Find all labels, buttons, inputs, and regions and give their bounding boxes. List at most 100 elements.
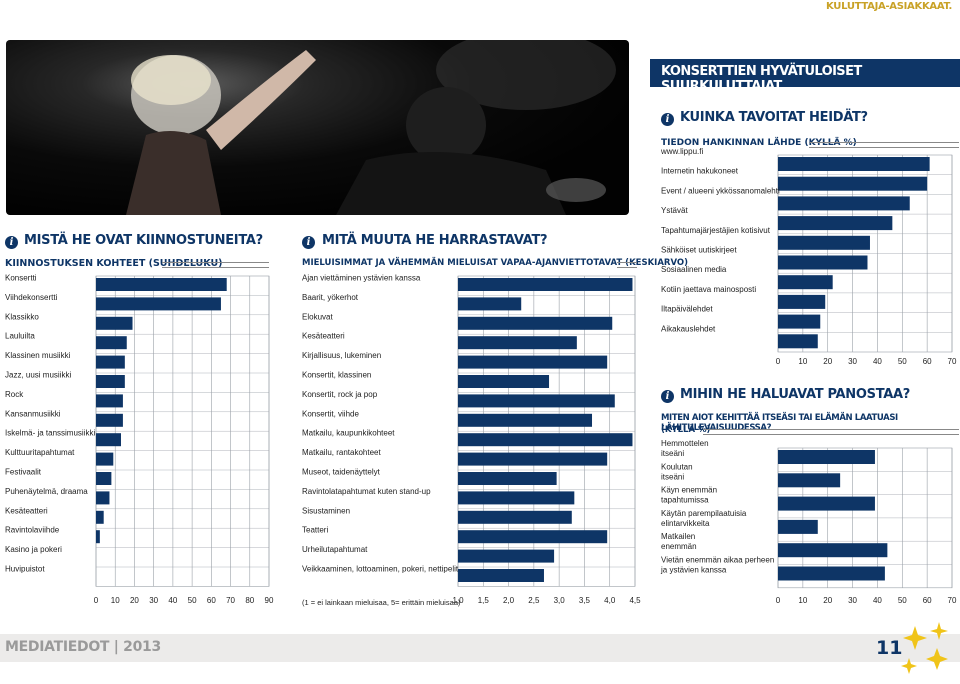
category-label: Sähköiset uutiskirjeet — [661, 246, 737, 255]
category-label: Konsertit, rock ja pop — [302, 390, 378, 399]
hobbies-rule — [617, 262, 637, 268]
tick-label: 20 — [823, 596, 832, 605]
footer-band — [0, 634, 960, 662]
category-label: tapahtumissa — [661, 496, 709, 505]
category-label: Internetin hakukoneet — [661, 167, 739, 176]
footer-brand: MEDIATIEDOT | 2013 — [5, 639, 161, 655]
category-label: Kulttuuritapahtumat — [5, 448, 75, 457]
bar — [96, 530, 100, 544]
category-label: Kesäteatteri — [5, 506, 48, 515]
category-label: Ajan viettäminen ystävien kanssa — [302, 274, 421, 283]
category-label: elintarvikkeita — [661, 519, 710, 528]
category-label: Kirjallisuus, lukeminen — [302, 351, 381, 360]
tick-label: 4,0 — [604, 596, 616, 605]
bar — [96, 375, 125, 388]
bar — [458, 433, 633, 447]
category-label: Rock — [5, 390, 24, 399]
main-title: KONSERTTIEN HYVÄTULOISET SUURKULUTTAJAT — [661, 64, 862, 94]
tick-label: 3,5 — [579, 596, 591, 605]
tick-label: 0 — [776, 596, 781, 605]
category-label: Käyn enemmän — [661, 486, 717, 495]
bar — [778, 334, 818, 349]
category-label: Ystävät — [661, 206, 688, 215]
interests-heading: MISTÄ HE OVAT KIINNOSTUNEITA? — [24, 233, 263, 248]
category-label: Elokuvat — [302, 312, 333, 321]
bar — [96, 297, 221, 311]
category-label: Veikkaaminen, lottoaminen, pokeri, netti… — [302, 565, 459, 574]
bar — [458, 316, 613, 330]
bar — [96, 278, 227, 291]
tick-label: 0 — [776, 357, 781, 366]
bar — [778, 294, 826, 309]
bar — [96, 491, 110, 505]
tick-label: 20 — [823, 357, 832, 366]
bar — [458, 472, 557, 485]
category-label: Festivaalit — [5, 468, 42, 477]
category-label: Kotiin jaettava mainosposti — [661, 285, 756, 294]
bar — [458, 278, 633, 291]
bar — [96, 472, 112, 485]
category-label: Klassinen musiikki — [5, 351, 71, 360]
tick-label: 30 — [848, 596, 857, 605]
interests-rule — [162, 262, 269, 268]
tick-label: 60 — [923, 596, 932, 605]
bar — [458, 491, 575, 505]
category-label: Urheilutapahtumat — [302, 545, 368, 554]
tick-label: 60 — [207, 596, 216, 605]
category-label: Jazz, uusi musiikki — [5, 371, 71, 380]
interests-subheading: KIINNOSTUKSEN KOHTEET (SUHDELUKU) — [5, 258, 223, 269]
bar — [778, 196, 910, 211]
tick-label: 90 — [265, 596, 274, 605]
bar — [778, 157, 930, 171]
category-label: Kasino ja pokeri — [5, 545, 62, 554]
category-label: Aikakauslehdet — [661, 324, 716, 333]
bar — [458, 569, 544, 582]
category-label: Puhenäytelmä, draama — [5, 487, 88, 496]
category-label: Museot, taidenäyttelyt — [302, 468, 381, 477]
category-label: Huvipuistot — [5, 565, 45, 574]
bar — [778, 275, 833, 290]
bar — [458, 510, 572, 524]
tick-label: 0 — [94, 596, 99, 605]
category-label: Viihdekonsertti — [5, 293, 58, 302]
category-label: www.lippu.fi — [660, 147, 703, 156]
tick-label: 30 — [149, 596, 158, 605]
main-title-bar — [650, 59, 960, 87]
bar — [458, 375, 550, 388]
category-label: Vietän enemmän aikaa perheen — [661, 556, 774, 565]
tick-label: 1,5 — [478, 596, 490, 605]
category-label: Event / alueeni ykkössanomalehti — [661, 186, 780, 195]
invest-heading: MIHIN HE HALUAVAT PANOSTAA? — [680, 387, 911, 402]
category-label: ja ystävien kanssa — [660, 566, 727, 575]
bar — [458, 413, 593, 427]
bar — [778, 473, 841, 488]
bar — [458, 355, 608, 369]
bar — [778, 216, 893, 231]
category-label: itseäni — [661, 472, 684, 481]
tick-label: 10 — [111, 596, 120, 605]
bar — [96, 336, 127, 350]
category-label: Kansanmusiikki — [5, 409, 61, 418]
category-label: Kesäteatteri — [302, 332, 345, 341]
category-label: Käytän parempilaatuisia — [661, 509, 747, 518]
category-label: Teatteri — [302, 526, 328, 535]
tick-label: 4,5 — [629, 596, 641, 605]
category-label: Baarit, yökerhot — [302, 293, 359, 302]
tick-label: 3,0 — [554, 596, 566, 605]
bar — [96, 413, 123, 427]
info-icon: i — [661, 390, 674, 403]
category-label: Sisustaminen — [302, 506, 350, 515]
info-icon: i — [661, 113, 674, 126]
tick-label: 60 — [923, 357, 932, 366]
hobbies-subheading: MIELUISIMMAT JA VÄHEMMÄN MIELUISAT VAPAA… — [302, 258, 688, 268]
category-label: Koulutan — [661, 462, 693, 471]
tick-label: 70 — [948, 596, 957, 605]
bar — [96, 394, 123, 408]
bar — [458, 394, 615, 408]
photo-shapes — [6, 40, 629, 215]
category-label: Lauluilta — [5, 332, 35, 341]
